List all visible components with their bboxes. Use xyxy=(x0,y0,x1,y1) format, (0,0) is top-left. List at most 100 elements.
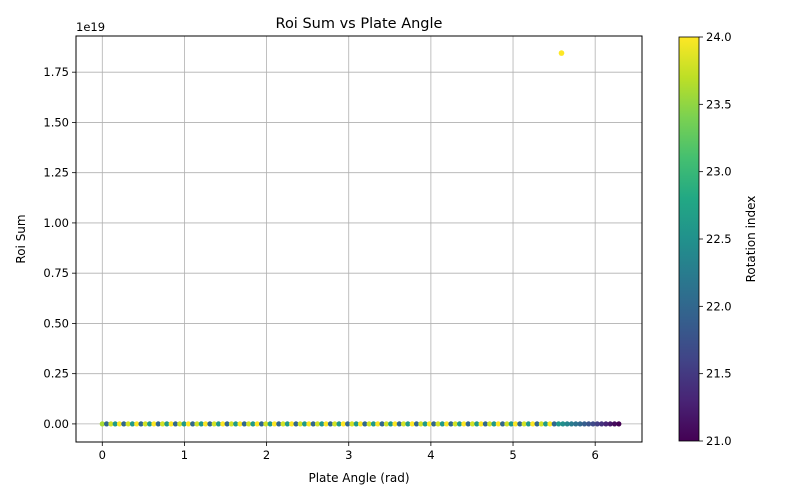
scatter-point xyxy=(168,421,174,427)
scatter-point xyxy=(207,421,213,427)
scatter-point xyxy=(370,421,377,427)
scatter-point xyxy=(469,421,476,427)
x-tick-label: 0 xyxy=(99,448,106,462)
scatter-point xyxy=(586,421,592,427)
scatter-point xyxy=(357,421,364,427)
scatter-point xyxy=(233,421,239,427)
scatter-point xyxy=(478,421,484,427)
scatter-point xyxy=(147,421,153,427)
y-tick-label: 0.00 xyxy=(43,417,69,431)
scatter-point xyxy=(396,421,402,427)
scatter-point xyxy=(456,421,463,427)
scatter-point xyxy=(564,421,570,427)
colorbar-tick-label: 22.5 xyxy=(706,232,732,246)
scatter-point xyxy=(461,421,467,427)
scatter-point xyxy=(551,421,557,427)
x-tick-label: 3 xyxy=(345,448,352,462)
scatter-point xyxy=(250,421,256,427)
scatter-point xyxy=(616,421,622,427)
colorbar-tick-label: 22.0 xyxy=(706,299,732,313)
scatter-point xyxy=(345,421,351,427)
y-tick-label: 1.75 xyxy=(43,65,69,79)
scatter-point xyxy=(487,421,493,427)
x-tick-label: 2 xyxy=(263,448,270,462)
scatter-point xyxy=(465,421,471,427)
scatter-point xyxy=(99,421,105,427)
scatter-point xyxy=(108,421,114,427)
scatter-point xyxy=(560,421,566,427)
scatter-point xyxy=(190,421,196,427)
x-axis-label: Plate Angle (rad) xyxy=(308,471,409,485)
scatter-point xyxy=(581,421,587,427)
scatter-point xyxy=(512,421,519,427)
scatter-point xyxy=(452,421,458,427)
scatter-point xyxy=(310,421,316,427)
scatter-point xyxy=(340,421,346,427)
scatter-point xyxy=(474,421,480,427)
scatter-point xyxy=(401,421,407,427)
scatter-point xyxy=(246,421,252,427)
scatter-point xyxy=(116,421,123,427)
scatter-point xyxy=(383,421,389,427)
scatter-point xyxy=(543,421,549,427)
scatter-point xyxy=(482,421,488,427)
scatter-point xyxy=(181,421,187,427)
scatter-point xyxy=(362,421,368,427)
scatter-point xyxy=(103,421,110,427)
scatter-point xyxy=(319,421,325,427)
scatter-point xyxy=(413,421,420,427)
scatter-point xyxy=(138,421,144,427)
scatter-point xyxy=(241,421,247,427)
scatter-point xyxy=(237,421,243,427)
scatter-point xyxy=(302,421,308,427)
y-tick-label: 1.50 xyxy=(43,115,69,129)
scatter-point xyxy=(211,421,217,427)
x-tick-label: 4 xyxy=(427,448,434,462)
scatter-point xyxy=(172,421,179,427)
scatter-point xyxy=(573,421,579,427)
scatter-point xyxy=(142,421,148,427)
scatter-point xyxy=(353,421,359,427)
scatter-point xyxy=(258,421,265,427)
scatter-point xyxy=(121,421,127,427)
scatter-point xyxy=(577,421,583,427)
scatter-point xyxy=(500,421,506,427)
scatter-point xyxy=(323,421,329,427)
chart-title: Roi Sum vs Plate Angle xyxy=(276,16,443,32)
scatter-points xyxy=(99,50,622,427)
x-tick-label: 1 xyxy=(181,448,188,462)
scatter-point xyxy=(448,421,454,427)
scatter-point xyxy=(263,421,269,427)
scatter-point xyxy=(568,421,575,427)
scatter-point xyxy=(599,421,605,427)
scatter-point xyxy=(611,421,618,427)
scatter-point xyxy=(392,421,398,427)
scatter-point xyxy=(155,421,161,427)
scatter-point xyxy=(198,421,204,427)
colorbar-label: Rotation index xyxy=(744,196,758,283)
scatter-point xyxy=(314,421,321,427)
scatter-point xyxy=(336,421,342,427)
scatter-point xyxy=(534,421,540,427)
scatter-point xyxy=(327,421,334,427)
scatter-point xyxy=(517,421,523,427)
scatter-point xyxy=(504,421,510,427)
colorbar-tick-label: 23.5 xyxy=(706,97,732,111)
scatter-point xyxy=(555,421,562,427)
scatter-point xyxy=(276,421,282,427)
scatter-point xyxy=(112,421,118,427)
scatter-point xyxy=(280,421,286,427)
scatter-point xyxy=(185,421,191,427)
scatter-point xyxy=(254,421,260,427)
y-tick-label: 0.25 xyxy=(43,367,69,381)
y-axis-label: Roi Sum xyxy=(14,214,28,263)
scatter-point xyxy=(202,421,209,427)
x-tick-label: 5 xyxy=(509,448,516,462)
scatter-point xyxy=(332,421,338,427)
colorbar-tick-label: 21.0 xyxy=(706,434,732,448)
scatter-point xyxy=(495,421,501,427)
scatter-point xyxy=(426,421,433,427)
scatter-point xyxy=(297,421,303,427)
colorbar-tick-label: 23.0 xyxy=(706,165,732,179)
scatter-point xyxy=(379,421,385,427)
